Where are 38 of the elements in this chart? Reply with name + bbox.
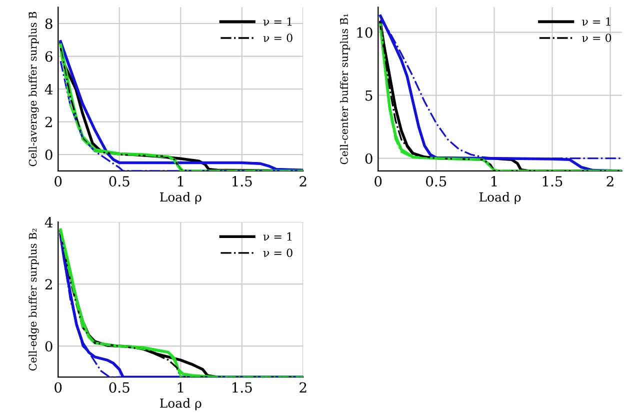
x-tick-label: 2 (606, 176, 614, 186)
x-tick-label: 2 (300, 382, 306, 393)
x-tick-label: 1.5 (232, 176, 252, 187)
x-tick-label: 0 (54, 176, 62, 187)
legend-label: ν = 1 (263, 17, 292, 26)
y-tick-label: 2 (45, 116, 52, 128)
legend-label: ν = 0 (263, 34, 292, 42)
legend-label: ν = 0 (582, 34, 612, 42)
x-tick-label: 0.5 (109, 176, 130, 187)
x-tick-label: 0 (374, 176, 382, 187)
legend-label: ν = 1 (263, 232, 292, 241)
x-tick-label: 2 (300, 176, 306, 186)
x-tick-label: 1 (178, 176, 184, 186)
y-tick-label: 8 (45, 18, 52, 29)
x-tick-label: 0 (54, 382, 62, 393)
x-tick-label: 0.5 (109, 382, 130, 393)
y-axis-title: Cell-center buffer surplus B̄₁ (340, 14, 350, 164)
x-tick-label: 1.5 (232, 382, 252, 393)
y-tick-label: 10 (357, 27, 372, 38)
y-tick-label: 0 (365, 153, 372, 164)
y-tick-label: 6 (45, 51, 52, 62)
y-tick-label: 4 (44, 217, 53, 228)
legend-label: ν = 0 (263, 248, 292, 257)
y-tick-label: 0 (45, 341, 52, 352)
x-axis-title: Load ρ (160, 192, 202, 204)
x-tick-label: 1.5 (542, 176, 562, 187)
y-tick-label: 5 (366, 90, 372, 101)
y-tick-label: 4 (44, 84, 53, 94)
y-tick-label: 0 (45, 150, 52, 160)
x-tick-label: 1 (178, 382, 184, 393)
x-tick-label: 0.5 (426, 176, 446, 187)
y-axis-title: Cell-average buffer surplus B̄ (28, 12, 39, 166)
y-axis-title: Cell-edge buffer surplus B₂ (28, 228, 39, 371)
x-axis-title: Load ρ (479, 192, 521, 204)
x-tick-label: 1 (491, 176, 497, 186)
legend-label: ν = 1 (582, 17, 610, 26)
x-axis-title: Load ρ (160, 398, 202, 410)
y-tick-label: 2 (45, 279, 52, 290)
